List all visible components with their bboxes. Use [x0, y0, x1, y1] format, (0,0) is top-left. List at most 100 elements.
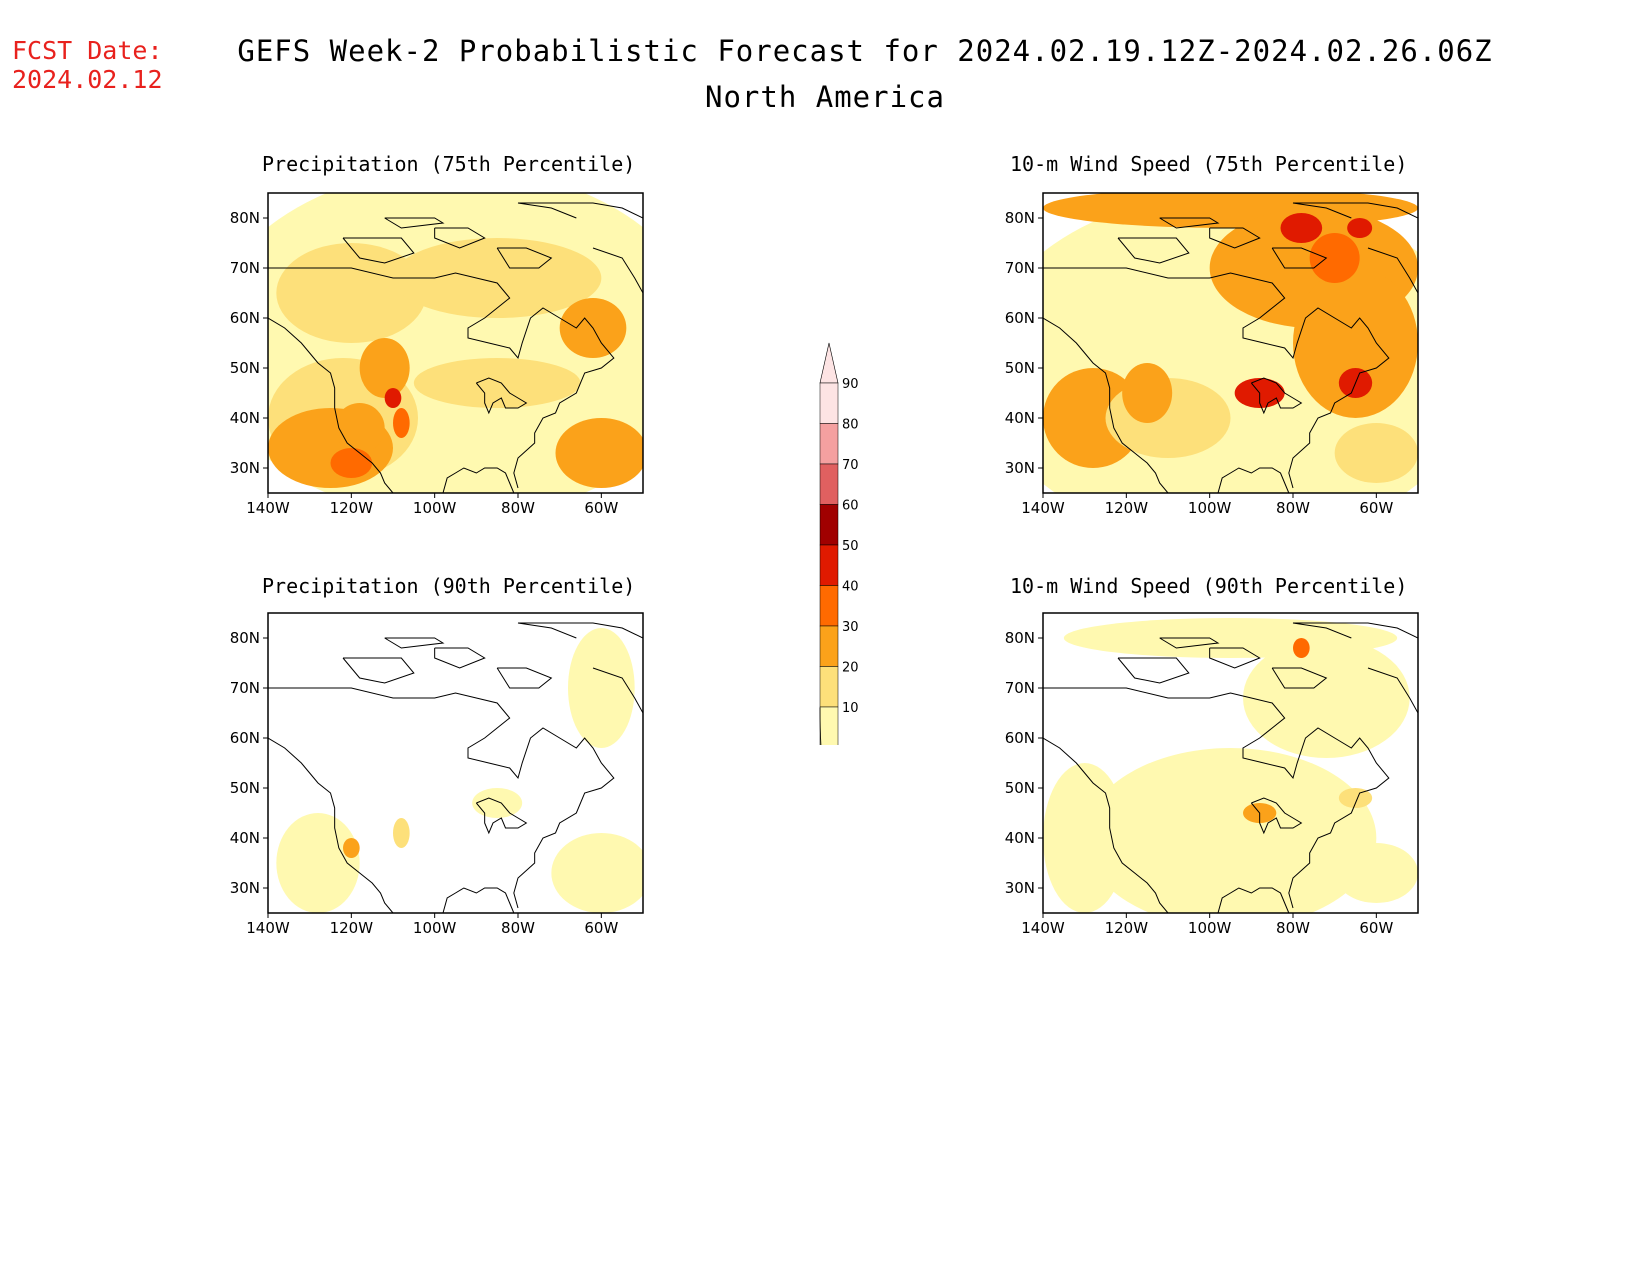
lon-tick-label: 140W: [246, 499, 290, 517]
panel-title-wind-75: 10-m Wind Speed (75th Percentile): [1010, 152, 1408, 176]
map-frame: [1042, 192, 1419, 494]
coastline: [442, 887, 515, 913]
coastline: [1209, 227, 1261, 249]
shaded-region-10: [1043, 763, 1127, 913]
colorbar-swatch-50: [819, 544, 839, 586]
lon-tick-label: 80W: [1276, 499, 1310, 517]
lat-tick-label: 80N: [1005, 629, 1035, 647]
lon-tick-label: 100W: [1188, 499, 1232, 517]
lon-tick-label: 80W: [501, 499, 535, 517]
colorbar-label: 30: [842, 620, 859, 635]
lat-tick-label: 40N: [1005, 829, 1035, 847]
coastline: [1250, 797, 1303, 835]
coastline: [517, 622, 643, 639]
shaded-region-30: [334, 403, 385, 453]
coastline: [1117, 237, 1190, 264]
shaded-region-50: [384, 388, 402, 408]
colorbar-swatch-40: [819, 585, 839, 627]
lon-tick-label: 140W: [1021, 919, 1065, 937]
colorbar-swatch-70: [819, 463, 839, 505]
coastline: [496, 667, 553, 689]
coastline: [268, 687, 615, 909]
region-subtitle: North America: [705, 80, 945, 114]
colorbar-label: 40: [842, 580, 859, 595]
coastline: [384, 217, 445, 229]
lat-tick-label: 50N: [230, 359, 260, 377]
lat-tick-label: 30N: [230, 459, 260, 477]
colorbar-label: 90: [842, 377, 859, 392]
lat-tick-label: 50N: [1005, 359, 1035, 377]
lon-tick-label: 80W: [501, 919, 535, 937]
lat-tick-label: 40N: [1005, 409, 1035, 427]
lat-tick-label: 30N: [230, 879, 260, 897]
shaded-region-30: [1122, 363, 1173, 423]
coastline: [1043, 687, 1390, 909]
lon-tick-label: 60W: [584, 919, 618, 937]
coastline: [1043, 737, 1169, 913]
map-wind-75: 80N 70N 60N 50N 40N 30N 140W 120W 100W 80W 60W: [1005, 192, 1419, 517]
map-wind-90: 80N 70N 60N 50N 40N 30N 140W 120W 100W 80W 60W: [1005, 612, 1419, 937]
shaded-region-20: [1334, 423, 1418, 483]
coastline: [434, 647, 486, 669]
colorbar-swatch-10: [819, 706, 839, 745]
forecast-date-label: FCST Date:: [12, 36, 163, 65]
lat-tick-label: 50N: [1005, 779, 1035, 797]
shaded-region-40: [1309, 233, 1360, 283]
lon-tick-label: 120W: [330, 919, 374, 937]
map-frame: [1042, 612, 1419, 914]
coastline: [434, 227, 486, 249]
lat-tick-label: 80N: [230, 629, 260, 647]
lon-tick-label: 60W: [1359, 499, 1393, 517]
lon-tick-label: 100W: [413, 919, 457, 937]
shaded-region-20: [393, 238, 602, 318]
coastline: [496, 247, 553, 269]
colorbar-bottom-extension: [819, 707, 822, 745]
shaded-region-10: [1243, 638, 1410, 758]
coastline: [1271, 247, 1328, 269]
shaded-region-30: [555, 418, 643, 488]
coastline: [1292, 202, 1418, 219]
coastline: [592, 247, 643, 294]
shaded-region-40: [330, 448, 373, 478]
colorbar-label: 80: [842, 418, 859, 433]
coastline: [1271, 667, 1328, 689]
lat-tick-label: 60N: [1005, 729, 1035, 747]
forecast-date-block: FCST Date: 2024.02.12: [12, 36, 163, 94]
colorbar-swatch-80: [819, 423, 839, 465]
shaded-region-20: [393, 818, 410, 848]
panel-title-precip-75: Precipitation (75th Percentile): [262, 152, 636, 176]
shaded-region-30: [343, 838, 360, 858]
colorbar-swatch-20: [819, 666, 839, 708]
coastline: [1043, 317, 1169, 493]
lat-tick-label: 50N: [230, 779, 260, 797]
shaded-region-10: [551, 833, 643, 913]
lon-tick-label: 60W: [1359, 919, 1393, 937]
lat-tick-label: 80N: [1005, 209, 1035, 227]
coastline: [1292, 622, 1418, 639]
map-precip-90: 80N 70N 60N 50N 40N 30N 140W 120W 100W 80W 60W: [230, 612, 644, 937]
coastline: [592, 667, 643, 714]
shaded-region-50: [1280, 213, 1323, 243]
lat-tick-label: 40N: [230, 829, 260, 847]
lat-tick-label: 60N: [230, 729, 260, 747]
coastline: [1217, 887, 1290, 913]
colorbar-label: 70: [842, 458, 859, 473]
colorbar-label: 50: [842, 539, 859, 554]
shaded-region-10: [276, 813, 360, 913]
lat-tick-label: 70N: [1005, 259, 1035, 277]
coastline: [268, 737, 394, 913]
coastline: [1250, 377, 1303, 415]
lon-tick-label: 80W: [1276, 919, 1310, 937]
coastline: [384, 637, 445, 649]
lon-tick-label: 60W: [584, 499, 618, 517]
panel-title-precip-90: Precipitation (90th Percentile): [262, 574, 636, 598]
coastline: [342, 237, 415, 264]
coastline: [342, 657, 415, 684]
colorbar-label: 60: [842, 499, 859, 514]
shaded-region-50: [1347, 218, 1373, 238]
lat-tick-label: 30N: [1005, 879, 1035, 897]
coastline: [268, 267, 615, 489]
shaded-region-40: [393, 408, 410, 438]
lat-tick-label: 70N: [1005, 679, 1035, 697]
colorbar-label: 10: [842, 701, 859, 716]
